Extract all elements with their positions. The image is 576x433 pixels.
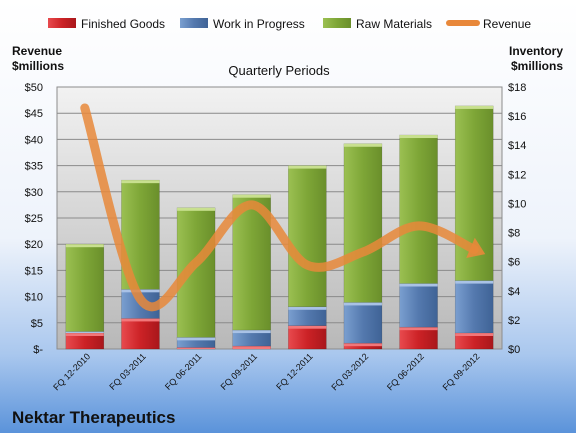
left-tick-label: $20 — [25, 239, 43, 251]
bar-cap-finished-goods — [343, 343, 382, 347]
right-tick-label: $14 — [508, 140, 526, 152]
right-tick-label: $0 — [508, 344, 520, 356]
right-tick-label: $18 — [508, 82, 526, 94]
bar-cap-raw-materials — [399, 135, 438, 139]
bar-cap-raw-materials — [177, 207, 216, 211]
legend: Finished Goods Work in Progress Raw Mate… — [48, 17, 531, 31]
right-axis-ticks: $0 $2 $4 $6 $8 $10 $12 $14 $16 $18 — [508, 82, 526, 356]
bar-raw-materials — [399, 134, 438, 284]
left-axis-ticks: $- $5 $10 $15 $20 $25 $30 $35 $40 $45 $50 — [25, 82, 44, 356]
bar-work-in-progress — [454, 280, 494, 334]
bar-cap-finished-goods — [121, 318, 160, 322]
bar-raw-materials — [65, 243, 105, 332]
left-tick-label: $10 — [25, 292, 43, 304]
revenue-line-layer — [80, 103, 486, 312]
right-tick-label: $2 — [508, 315, 520, 327]
left-tick-label: $25 — [25, 213, 43, 225]
chart-title: Quarterly Periods — [228, 63, 330, 78]
left-axis-label-line1: Revenue — [12, 44, 62, 58]
bar-work-in-progress — [399, 283, 438, 328]
bar-cap-raw-materials — [343, 143, 382, 147]
left-tick-label: $50 — [25, 82, 43, 94]
legend-swatch-raw-materials — [323, 18, 351, 28]
bar-cap-raw-materials — [232, 194, 271, 198]
company-name: Nektar Therapeutics — [12, 408, 175, 427]
legend-label-revenue: Revenue — [483, 17, 531, 31]
bar-cap-work-in-progress — [177, 337, 216, 341]
right-tick-label: $4 — [508, 286, 520, 298]
bar-raw-materials — [343, 143, 383, 303]
bar-raw-materials — [288, 165, 327, 308]
bar-cap-work-in-progress — [232, 330, 271, 334]
bar-cap-work-in-progress — [65, 331, 104, 333]
bar-cap-work-in-progress — [399, 283, 438, 287]
right-tick-label: $10 — [508, 198, 526, 210]
bar-finished-goods — [121, 318, 160, 350]
right-tick-label: $12 — [508, 169, 526, 181]
legend-swatch-finished-goods — [48, 18, 76, 28]
revenue-line — [80, 103, 479, 312]
bar-cap-finished-goods — [455, 332, 494, 336]
left-axis-label-line2: $millions — [12, 59, 64, 73]
left-tick-label: $35 — [25, 161, 43, 173]
left-tick-label: $15 — [25, 265, 43, 277]
right-tick-label: $16 — [508, 111, 526, 123]
revenue-arrowhead — [466, 237, 486, 259]
bar-cap-work-in-progress — [343, 302, 382, 306]
bar-cap-raw-materials — [65, 244, 104, 248]
bar-cap-finished-goods — [65, 332, 104, 336]
bar-finished-goods — [288, 325, 327, 350]
left-tick-label: $5 — [31, 318, 43, 330]
left-tick-label: $30 — [25, 187, 43, 199]
left-tick-label: $40 — [25, 134, 43, 146]
bar-work-in-progress — [343, 302, 383, 344]
bar-cap-work-in-progress — [288, 306, 327, 310]
legend-label-finished-goods: Finished Goods — [81, 17, 165, 31]
legend-swatch-work-in-progress — [180, 18, 208, 28]
legend-label-raw-materials: Raw Materials — [356, 17, 432, 31]
right-tick-label: $6 — [508, 257, 520, 269]
bar-cap-raw-materials — [288, 165, 327, 169]
bar-cap-finished-goods — [177, 347, 216, 349]
right-axis-label-line1: Inventory — [509, 44, 563, 58]
left-tick-label: $- — [33, 344, 43, 356]
bar-cap-raw-materials — [121, 180, 160, 184]
bar-cap-work-in-progress — [455, 280, 494, 284]
bar-cap-finished-goods — [288, 325, 327, 329]
left-tick-label: $45 — [25, 108, 43, 120]
bar-cap-finished-goods — [399, 327, 438, 331]
bar-cap-finished-goods — [232, 346, 271, 349]
legend-label-work-in-progress: Work in Progress — [213, 17, 305, 31]
bar-cap-raw-materials — [455, 105, 494, 109]
right-axis-label-line2: $millions — [511, 59, 563, 73]
bar-finished-goods — [399, 326, 438, 350]
right-tick-label: $8 — [508, 228, 520, 240]
